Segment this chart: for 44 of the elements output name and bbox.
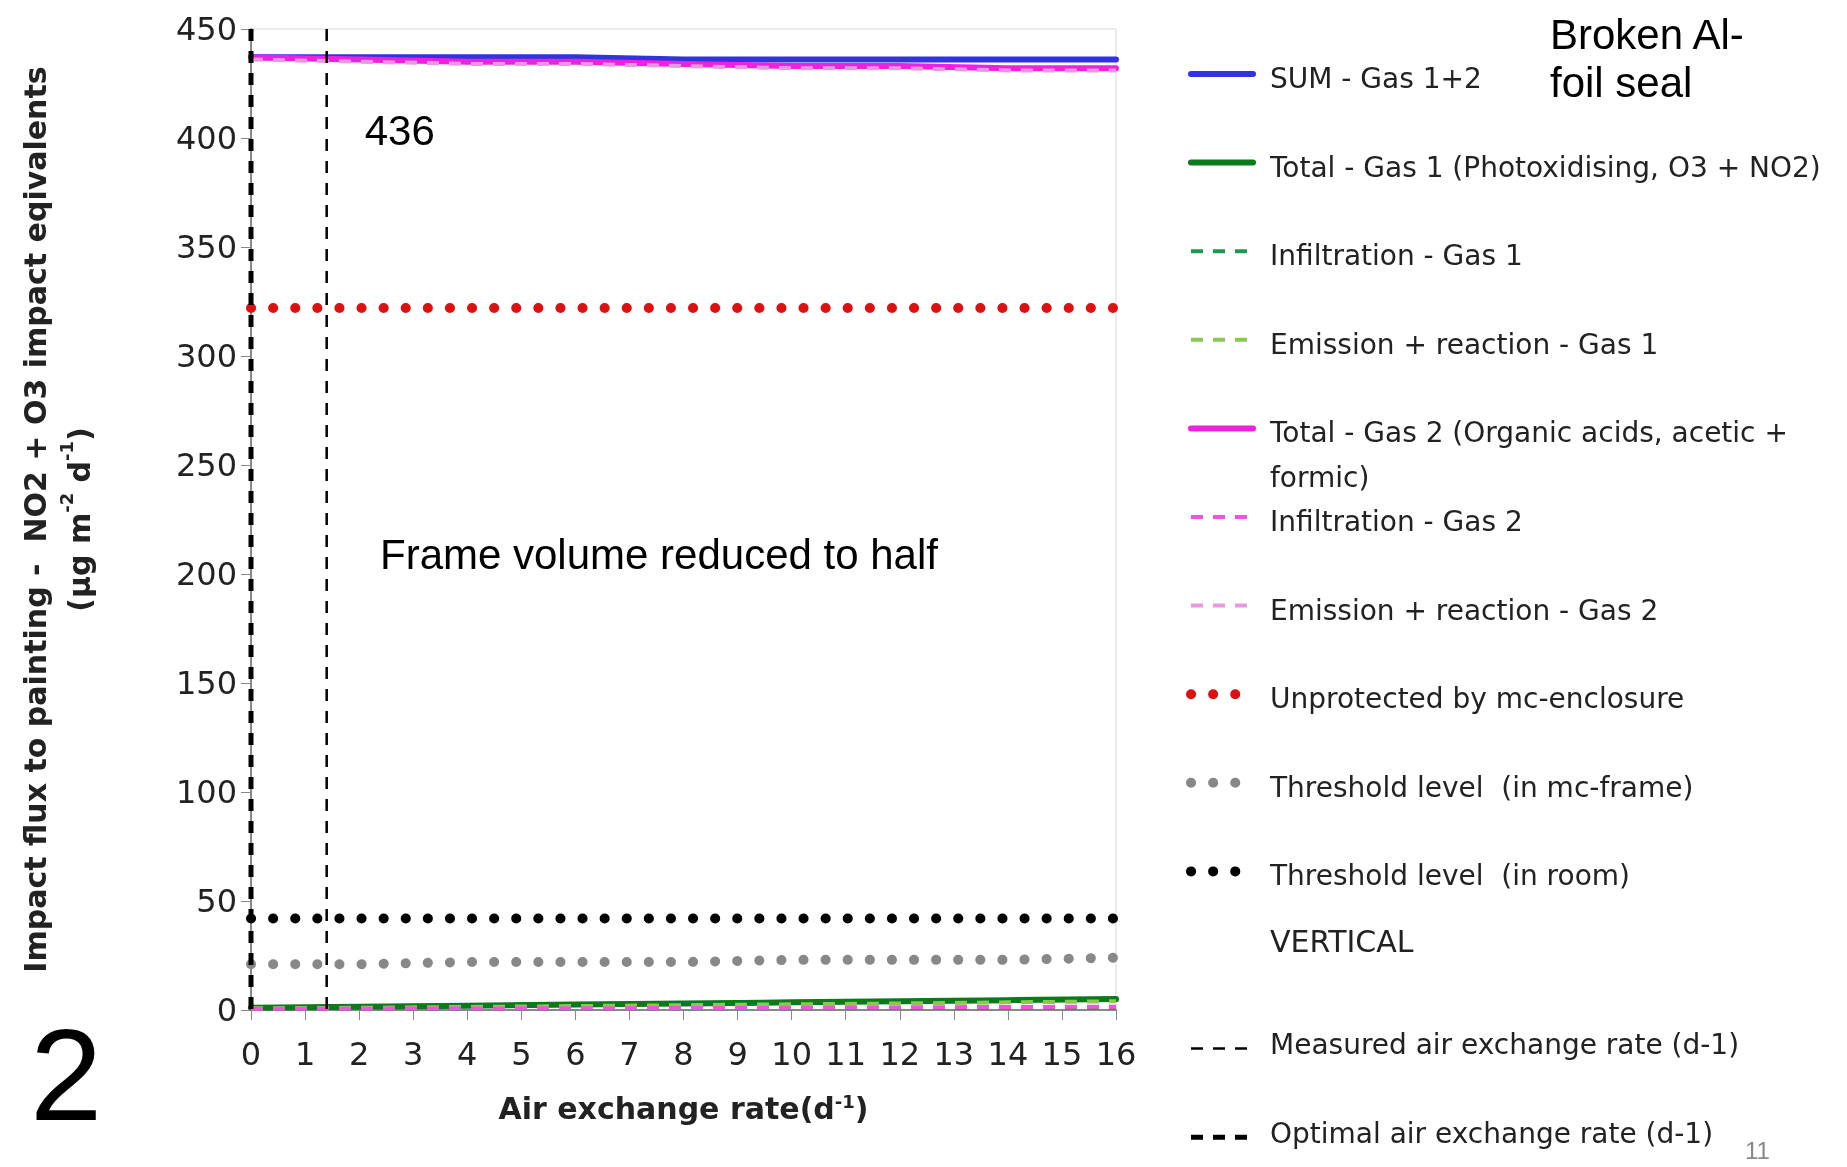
legend-label: Emission + reaction - Gas 1 (1270, 327, 1659, 361)
x-tick-label: 9 (727, 1035, 748, 1073)
x-tick-label: 5 (511, 1035, 532, 1073)
x-tick-label: 8 (673, 1035, 694, 1073)
annotation: Frame volume reduced to half (380, 530, 939, 578)
legend-label: Threshold level (in room) (1269, 859, 1630, 893)
x-tick-label: 1 (294, 1035, 316, 1073)
legend-label: Measured air exchange rate (d-1) (1270, 1028, 1740, 1062)
y-tick-label: 50 (196, 882, 237, 920)
legend-label: Unprotected by mc-enclosure (1270, 682, 1685, 716)
legend-label: Total - Gas 1 (Photoxidising, O3 + NO2) (1269, 150, 1821, 184)
y-tick-label: 400 (175, 119, 237, 157)
y-tick-label: 100 (175, 773, 237, 811)
y-tick-label: 200 (175, 555, 237, 593)
x-tick-label: 2 (348, 1035, 370, 1073)
x-tick-label: 16 (1095, 1035, 1137, 1073)
x-tick-label: 15 (1041, 1035, 1083, 1073)
y-tick-label: 0 (216, 991, 237, 1029)
x-tick-label: 13 (933, 1035, 975, 1073)
x-tick-label: 4 (457, 1035, 478, 1073)
legend-label: SUM - Gas 1+2 (1270, 62, 1482, 95)
x-tick-label: 3 (403, 1035, 424, 1073)
x-tick-label: 7 (619, 1035, 640, 1073)
x-tick-label: 6 (565, 1035, 586, 1073)
y-tick-label: 350 (175, 228, 237, 266)
legend-label: Threshold level (in mc-frame) (1269, 770, 1694, 804)
x-tick-label: 12 (879, 1035, 921, 1073)
legend-label: Infiltration - Gas 1 (1270, 239, 1523, 273)
text: Broken Al- foil seal (1550, 10, 1744, 106)
y-tick-label: 300 (175, 337, 237, 375)
y-tick-label: 150 (175, 664, 237, 702)
y-tick-label: 250 (175, 446, 237, 484)
legend-label: Infiltration - Gas 2 (1270, 505, 1523, 538)
annotation: 436 (364, 107, 435, 155)
x-tick-label: 11 (825, 1035, 867, 1073)
text: 11 (1745, 1137, 1770, 1165)
legend-label: Emission + reaction - Gas 2 (1270, 593, 1659, 627)
legend-label: Total - Gas 2 (Organic acids, acetic + formic) (1269, 416, 1797, 495)
x-tick-label: 0 (240, 1035, 262, 1073)
x-tick-label: 10 (771, 1035, 812, 1073)
legend-label: Optimal air exchange rate (d-1) (1270, 1116, 1714, 1150)
text: VERTICAL (1270, 923, 1414, 959)
y-tick-label: 450 (175, 10, 237, 48)
x-tick-label: 14 (987, 1035, 1029, 1073)
